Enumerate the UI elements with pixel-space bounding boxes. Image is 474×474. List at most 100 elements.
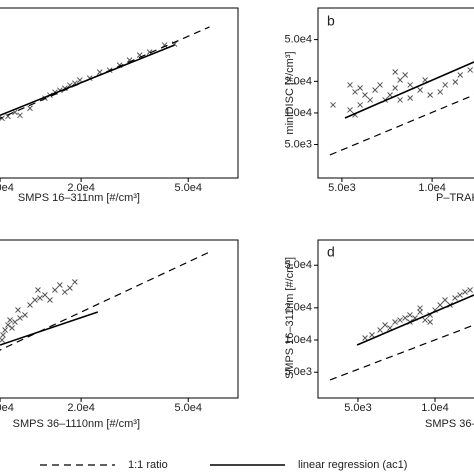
scatter-point <box>392 319 398 325</box>
scatter-point <box>452 295 458 301</box>
y-tick-label: 2.0e4 <box>284 302 312 314</box>
x-tick-label: 5.0e3 <box>328 182 356 194</box>
regression-line <box>356 294 474 346</box>
x-tick-label: 1.0e4 <box>421 402 449 414</box>
y-tick-label: 5.0e3 <box>284 138 312 150</box>
scatter-point <box>407 82 414 88</box>
scatter-point <box>372 87 378 93</box>
legend-label: 1:1 ratio <box>128 459 168 471</box>
scatter-point <box>357 102 363 108</box>
scatter-point <box>382 322 388 328</box>
x-axis-label: SMPS 36–1110nm [#/cm³] <box>13 418 140 430</box>
scatter-point <box>362 92 368 98</box>
y-tick-label: 1.0e4 <box>284 107 312 119</box>
scatter-point <box>392 85 399 91</box>
scatter-point <box>0 115 5 122</box>
scatter-point <box>402 72 409 78</box>
scatter-point <box>397 77 403 83</box>
legend-label: linear regression (ac1) <box>298 459 407 471</box>
y-tick-label: 1.0e4 <box>284 334 312 346</box>
scatter-point <box>467 287 473 293</box>
x-axis-label: P–TRAK [#/cm³] <box>436 192 474 204</box>
scatter-point <box>42 292 48 298</box>
panel-label: d <box>327 244 335 260</box>
scatter-point <box>442 82 449 88</box>
scatter-point <box>37 295 43 301</box>
x-tick-label: 5.0e4 <box>174 182 202 194</box>
plot-frame <box>0 7 239 179</box>
scatter-point <box>452 79 459 85</box>
scatter-point <box>0 337 5 343</box>
plot-frame <box>317 7 474 179</box>
scatter-point <box>12 319 18 325</box>
x-tick-label: 1.0e4 <box>418 182 446 194</box>
scatter-point <box>9 325 15 331</box>
scatter-point <box>27 105 33 112</box>
scatter-point <box>0 332 6 338</box>
scatter-point <box>437 89 444 95</box>
x-tick-label: 2.0e4 <box>67 182 95 194</box>
scatter-point <box>17 315 23 321</box>
scatter-point <box>369 332 375 338</box>
scatter-point <box>52 287 58 293</box>
scatter-point <box>427 92 433 98</box>
scatter-point <box>402 315 408 321</box>
ratio-line <box>329 324 474 381</box>
y-axis-label: SMPS 16–311nm [#/cm³] <box>284 257 296 379</box>
scatter-point <box>22 312 28 318</box>
scatter-point <box>387 92 393 98</box>
scatter-point <box>362 335 368 341</box>
scatter-point <box>67 285 73 291</box>
scatter-point <box>352 89 358 95</box>
scatter-point <box>357 85 363 91</box>
regression-line <box>0 311 99 346</box>
scatter-point <box>2 327 8 333</box>
scatter-point <box>397 97 403 103</box>
scatter-point <box>392 69 399 75</box>
panel-label: b <box>327 13 335 29</box>
scatter-point <box>32 297 38 303</box>
y-tick-label: 2.0e4 <box>284 75 312 87</box>
scatter-point <box>15 307 21 313</box>
scatter-point <box>330 102 336 108</box>
scatter-point <box>367 97 373 103</box>
scatter-point <box>17 112 23 119</box>
scatter-point <box>437 302 443 308</box>
scatter-point <box>457 292 463 298</box>
x-tick-label: 5.0e3 <box>344 402 372 414</box>
scatter-point <box>27 302 33 308</box>
x-tick-label: 1.0e4 <box>0 182 14 194</box>
scatter-point <box>462 289 468 295</box>
plot-frame <box>0 239 239 399</box>
plot-frame <box>317 239 474 399</box>
scatter-point <box>417 305 423 311</box>
ratio-line <box>0 26 210 119</box>
scatter-point <box>377 82 383 88</box>
scatter-point <box>442 297 448 303</box>
x-axis-label: SMPS 36–1110nm [#/cm³] <box>425 418 474 430</box>
y-tick-label: 5.0e4 <box>284 33 312 45</box>
scatter-point <box>35 287 41 293</box>
scatter-point <box>57 282 63 288</box>
scatter-point <box>407 95 414 101</box>
scatter-point <box>417 87 423 93</box>
y-tick-label: 5.0e3 <box>284 366 312 378</box>
scatter-point <box>427 319 433 325</box>
x-axis-label: SMPS 16–311nm [#/cm³] <box>18 192 140 204</box>
scatter-point <box>7 317 13 323</box>
scatter-point <box>71 279 78 285</box>
x-tick-label: 5.0e4 <box>174 402 202 414</box>
y-tick-label: 5.0e4 <box>284 259 312 271</box>
x-tick-label: 1.0e4 <box>0 402 14 414</box>
x-tick-label: 2.0e4 <box>67 402 95 414</box>
scatter-point <box>467 67 474 73</box>
scatter-point <box>347 107 353 113</box>
ratio-line <box>0 251 210 351</box>
scatter-point <box>47 297 53 303</box>
scatter-point <box>347 82 353 88</box>
scatter-point <box>457 72 464 78</box>
scatter-point <box>422 317 428 323</box>
scatter-point <box>397 317 403 323</box>
scatter-point <box>407 312 413 318</box>
y-axis-label: miniDISC [#/cm³] <box>284 51 296 134</box>
